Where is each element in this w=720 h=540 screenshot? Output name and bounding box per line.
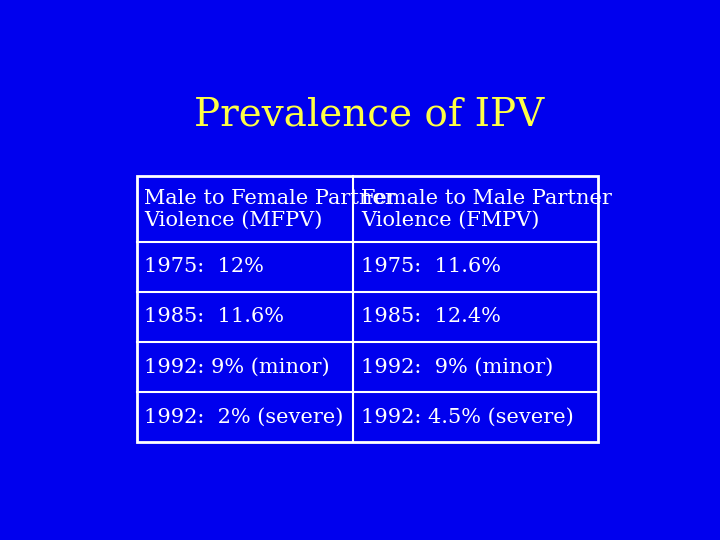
Text: 1992: 4.5% (severe): 1992: 4.5% (severe) xyxy=(361,408,574,427)
Text: 1975:  12%: 1975: 12% xyxy=(144,258,264,276)
Text: 1985:  12.4%: 1985: 12.4% xyxy=(361,307,501,327)
Text: Female to Male Partner: Female to Male Partner xyxy=(361,189,612,208)
Text: 1992:  9% (minor): 1992: 9% (minor) xyxy=(361,357,553,376)
Text: Male to Female Partner: Male to Female Partner xyxy=(144,189,395,208)
Text: 1992:  2% (severe): 1992: 2% (severe) xyxy=(144,408,343,427)
Text: 1975:  11.6%: 1975: 11.6% xyxy=(361,258,501,276)
Text: 1985:  11.6%: 1985: 11.6% xyxy=(144,307,284,327)
Bar xyxy=(137,177,598,442)
Text: Prevalence of IPV: Prevalence of IPV xyxy=(194,96,544,133)
Text: Violence (FMPV): Violence (FMPV) xyxy=(361,211,539,229)
Text: 1992: 9% (minor): 1992: 9% (minor) xyxy=(144,357,330,376)
Text: Violence (MFPV): Violence (MFPV) xyxy=(144,211,323,229)
